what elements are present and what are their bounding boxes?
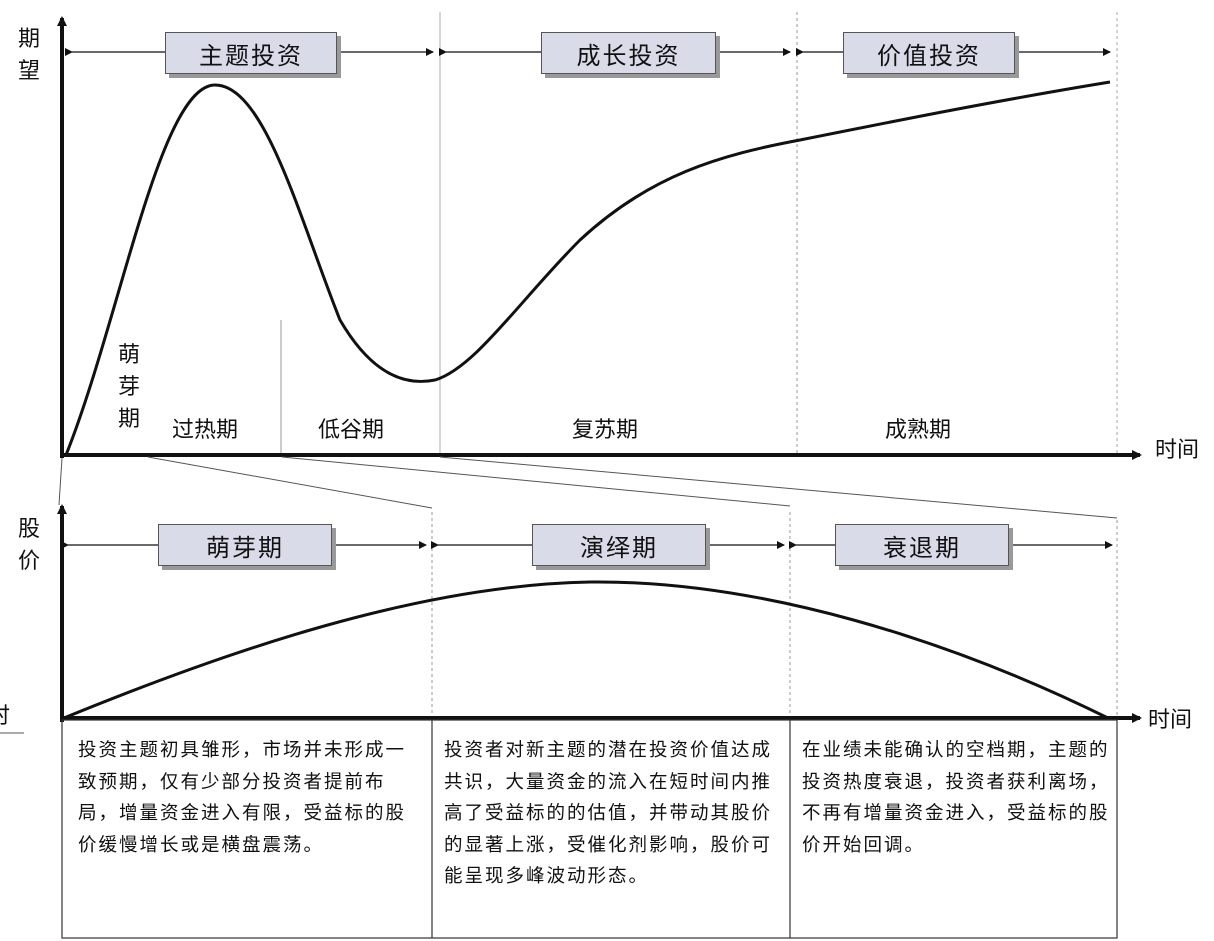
description-table-border <box>61 719 1118 939</box>
left-edge-fragment: 时 <box>0 706 10 728</box>
connector-germination <box>58 457 63 506</box>
stock-price-axis-label: 股价 <box>17 517 40 574</box>
bottom-time-axis-label: 时间 <box>1148 708 1193 733</box>
stock-price-curve <box>63 580 1109 720</box>
value-investment-box: 价值投资 <box>843 32 1015 74</box>
phase-germination-box: 萌芽期 <box>158 524 332 566</box>
stage-recovery-label: 复苏期 <box>572 418 639 443</box>
description-decline: 在业绩未能确认的空档期，主题的投资热度衰退，投资者获利离场，不再有增量资金进入，… <box>802 740 1110 856</box>
expectation-axis-label: 期望 <box>17 27 40 84</box>
description-deduction: 投资者对新主题的潜在投资价值达成共识，大量资金的流入在短时间内推高了受益标的的估… <box>444 740 773 887</box>
top-time-axis-label: 时间 <box>1155 438 1200 463</box>
theme-investment-box: 主题投资 <box>165 32 337 74</box>
stage-overheat-label: 过热期 <box>172 418 239 443</box>
stage-maturity-label: 成熟期 <box>885 418 952 443</box>
connector-recovery <box>439 456 1118 519</box>
connector-overheat <box>147 456 433 509</box>
expectation-curve <box>64 80 1111 456</box>
phase-decline-box: 衰退期 <box>835 524 1009 566</box>
phase-deduction-box: 演绎期 <box>532 524 706 566</box>
growth-investment-box: 成长投资 <box>541 32 716 74</box>
stage-trough-label: 低谷期 <box>318 418 385 443</box>
stage-germination-label: 萌芽期 <box>117 343 140 432</box>
description-germination: 投资主题初具雏形，市场并未形成一致预期，仅有少部分投资者提前布局，增量资金进入有… <box>78 740 407 856</box>
connector-trough <box>281 456 791 507</box>
